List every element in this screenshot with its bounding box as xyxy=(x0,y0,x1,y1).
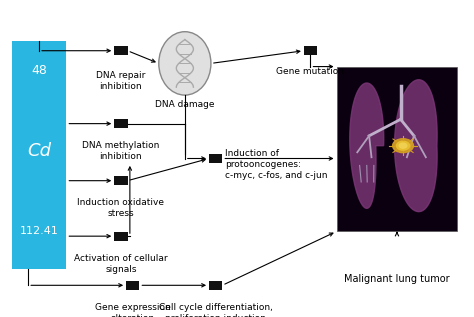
Polygon shape xyxy=(394,80,437,212)
Bar xyxy=(209,281,222,290)
Text: Gene expression
alteration: Gene expression alteration xyxy=(95,303,171,317)
Bar xyxy=(114,176,128,185)
Bar xyxy=(12,41,66,269)
Bar xyxy=(114,46,128,55)
Bar xyxy=(114,232,128,241)
Text: DNA damage: DNA damage xyxy=(155,100,215,109)
Text: Malignant lung tumor: Malignant lung tumor xyxy=(345,274,450,284)
Text: 48: 48 xyxy=(31,64,47,77)
Text: Activation of cellular
signals: Activation of cellular signals xyxy=(74,254,168,274)
Polygon shape xyxy=(350,83,384,208)
Text: Cd: Cd xyxy=(27,142,51,160)
Text: Gene mutation: Gene mutation xyxy=(276,67,345,75)
Text: DNA repair
inhibition: DNA repair inhibition xyxy=(96,71,146,91)
Text: DNA methylation
inhibition: DNA methylation inhibition xyxy=(82,141,160,161)
Circle shape xyxy=(399,143,407,148)
Bar xyxy=(209,154,222,163)
Text: Induction oxidative
stress: Induction oxidative stress xyxy=(77,198,164,218)
Bar xyxy=(126,281,139,290)
Text: Cell cycle differentiation,
proliferation induction: Cell cycle differentiation, proliferatio… xyxy=(159,303,273,317)
Circle shape xyxy=(392,139,413,153)
Bar xyxy=(304,46,317,55)
Text: Induction of
protooncogenes:
c-myc, c-fos, and c-jun: Induction of protooncogenes: c-myc, c-fo… xyxy=(225,149,328,180)
Text: 112.41: 112.41 xyxy=(19,226,59,236)
Bar xyxy=(114,119,128,128)
Circle shape xyxy=(396,141,410,150)
Ellipse shape xyxy=(159,32,211,95)
Bar xyxy=(337,67,457,231)
